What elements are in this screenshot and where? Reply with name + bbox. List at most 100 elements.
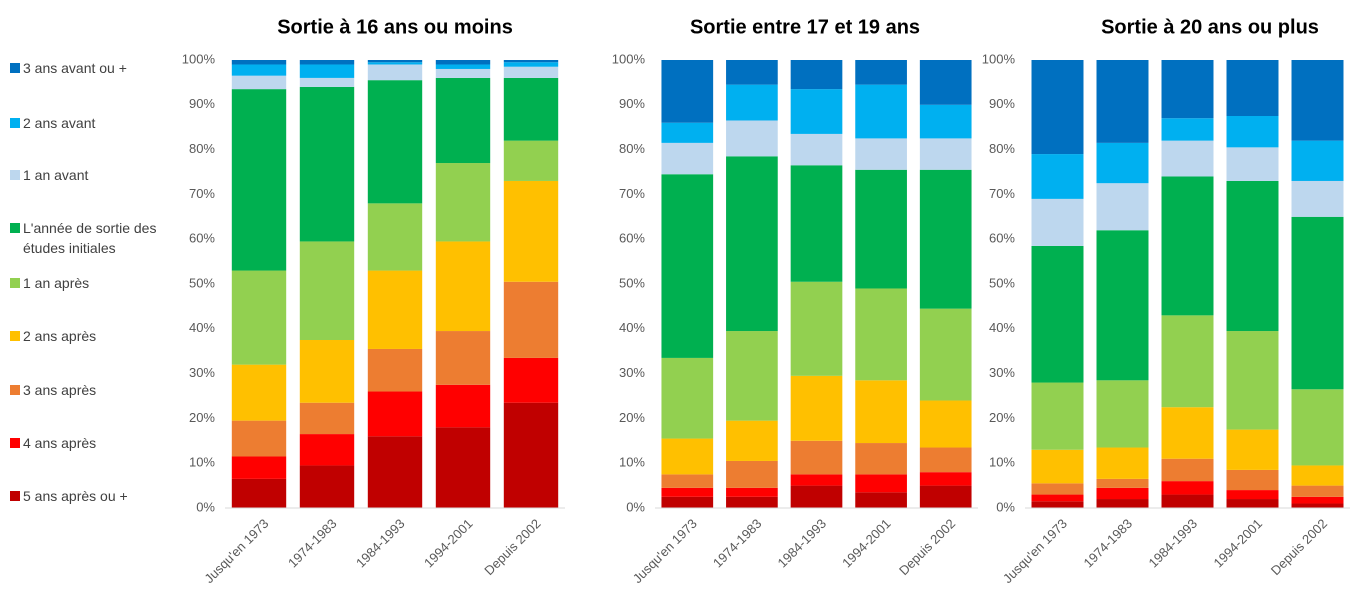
- bar-segment: [231, 478, 287, 508]
- bar-segment: [1096, 183, 1149, 231]
- bar-segment: [503, 62, 559, 67]
- bar-segment: [1096, 142, 1149, 184]
- bar-segment: [367, 64, 423, 81]
- legend-item: 3 ans avant ou +: [10, 58, 180, 78]
- bar-segment: [855, 380, 907, 444]
- y-tick-label: 0%: [996, 499, 1015, 514]
- bar-segment: [855, 84, 907, 139]
- bar-segment: [790, 89, 843, 134]
- bar-segment: [1031, 382, 1084, 450]
- y-tick-label: 40%: [619, 320, 645, 335]
- y-tick-label: 70%: [989, 186, 1015, 201]
- legend-item: 3 ans après: [10, 380, 180, 400]
- y-tick-label: 50%: [989, 275, 1015, 290]
- bar-segment: [299, 465, 355, 508]
- bar-segment: [367, 436, 423, 508]
- bar-segment: [661, 487, 714, 497]
- legend-swatch: [10, 278, 20, 288]
- bar-segment: [503, 60, 559, 63]
- bar-segment: [299, 60, 355, 65]
- bar-segment: [231, 89, 287, 271]
- bar-segment: [435, 163, 491, 242]
- bar-segment: [1161, 481, 1214, 495]
- bar-segment: [1226, 469, 1279, 491]
- chart-title: Sortie à 20 ans ou plus: [1101, 16, 1319, 38]
- y-tick-label: 30%: [989, 365, 1015, 380]
- y-tick-label: 30%: [189, 365, 215, 380]
- legend-label: 3 ans avant ou +: [23, 60, 127, 76]
- bar-segment: [855, 138, 907, 170]
- bar-segment: [231, 64, 287, 76]
- bar-segment: [1096, 478, 1149, 488]
- bar-segment: [299, 402, 355, 435]
- bar-segment: [299, 64, 355, 78]
- legend-label: L'année de sortie des études initiales: [23, 220, 157, 256]
- legend-swatch: [10, 331, 20, 341]
- x-tick-label: Jusqu'en 1973: [1000, 516, 1070, 586]
- bar-segment: [503, 180, 559, 282]
- y-tick-label: 50%: [189, 275, 215, 290]
- chart-title: Sortie entre 17 et 19 ans: [690, 16, 920, 38]
- x-tick-label: 1994-2001: [421, 516, 476, 571]
- y-tick-label: 60%: [619, 231, 645, 246]
- bar-segment: [919, 60, 972, 105]
- bar-segment: [1161, 140, 1214, 177]
- bar-segment: [1161, 315, 1214, 408]
- bar-segment: [919, 169, 972, 309]
- x-tick-label: 1974-1983: [1080, 516, 1135, 571]
- x-tick-label: 1984-1993: [1145, 516, 1200, 571]
- bar-segment: [726, 84, 778, 121]
- bar-segment: [1226, 429, 1279, 470]
- bar-segment: [1031, 449, 1084, 484]
- legend-item: 4 ans après: [10, 433, 180, 453]
- bar-segment: [661, 438, 714, 475]
- y-tick-label: 60%: [989, 231, 1015, 246]
- y-tick-label: 90%: [189, 96, 215, 111]
- bar-segment: [1291, 485, 1344, 497]
- bar-segment: [790, 440, 843, 475]
- x-tick-label: 1994-2001: [839, 516, 894, 571]
- bar-segment: [1291, 216, 1344, 390]
- bar-segment: [435, 64, 491, 69]
- bar-segment: [726, 60, 778, 85]
- x-tick-label: Jusqu'en 1973: [201, 516, 271, 586]
- x-tick-label: Depuis 2002: [896, 516, 958, 578]
- bar-segment: [919, 472, 972, 486]
- bar-segment: [726, 331, 778, 421]
- y-tick-label: 50%: [619, 275, 645, 290]
- y-tick-label: 0%: [626, 499, 645, 514]
- bar-segment: [790, 485, 843, 508]
- bar-segment: [299, 340, 355, 403]
- bar-segment: [1226, 147, 1279, 181]
- y-tick-label: 90%: [989, 96, 1015, 111]
- bar-segment: [367, 80, 423, 204]
- bar-segment: [661, 60, 714, 123]
- bar-segment: [367, 203, 423, 271]
- x-tick-label: 1994-2001: [1210, 516, 1265, 571]
- bar-segment: [726, 460, 778, 488]
- bar-segment: [726, 420, 778, 461]
- bar-segment: [1226, 180, 1279, 332]
- y-tick-label: 20%: [189, 410, 215, 425]
- bar-segment: [726, 496, 778, 508]
- y-tick-label: 80%: [989, 141, 1015, 156]
- bar-segment: [919, 308, 972, 401]
- bar-segment: [367, 62, 423, 65]
- legend-swatch: [10, 438, 20, 448]
- bar-segment: [1161, 176, 1214, 316]
- bar-segment: [855, 443, 907, 475]
- legend-item: 2 ans avant: [10, 113, 180, 133]
- bar-segment: [435, 384, 491, 428]
- legend-item: 1 an après: [10, 273, 180, 293]
- x-tick-label: Depuis 2002: [481, 516, 543, 578]
- bar-segment: [299, 241, 355, 340]
- y-tick-label: 10%: [189, 455, 215, 470]
- bar-segment: [661, 474, 714, 488]
- legend-label: 1 an avant: [23, 167, 89, 183]
- bar-segment: [790, 474, 843, 486]
- bar-segment: [726, 120, 778, 157]
- bar-segment: [1226, 499, 1279, 508]
- bar-segment: [790, 281, 843, 376]
- y-tick-label: 90%: [619, 96, 645, 111]
- bar-segment: [855, 288, 907, 381]
